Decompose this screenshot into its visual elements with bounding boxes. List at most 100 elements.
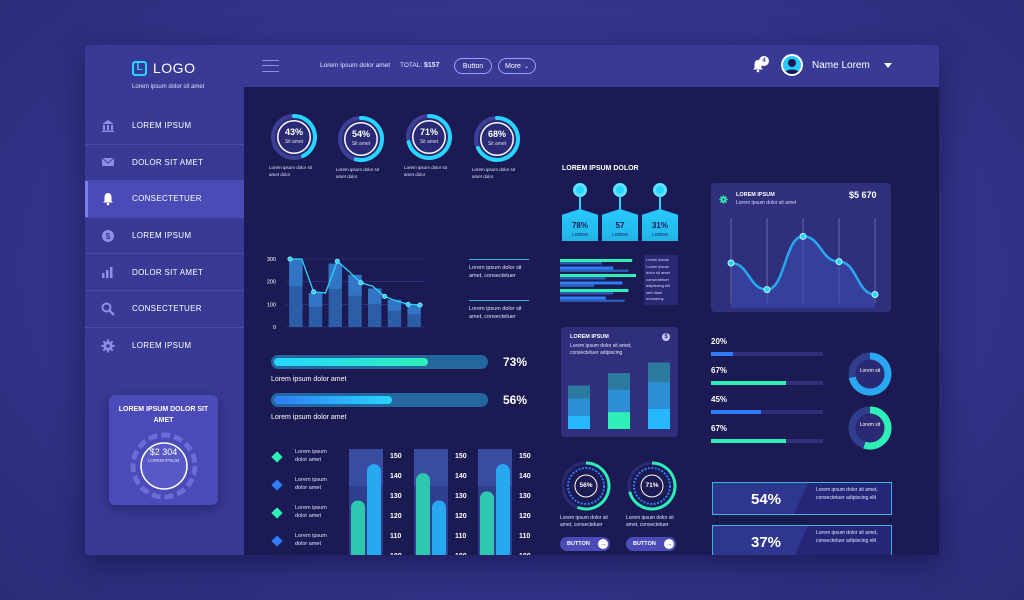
tag-label: LOREM	[651, 232, 668, 237]
column-bar	[367, 464, 381, 555]
mail-icon	[101, 155, 115, 169]
column-tick-label: 110	[455, 533, 466, 540]
gauge-card: 56% Lorem ipsum dolor sit amet, consectet…	[560, 460, 624, 555]
horizontal-bars-chart	[560, 259, 636, 302]
bank-icon	[101, 119, 115, 133]
column-tick-label: 150	[519, 453, 531, 460]
line-chart-title: LOREM IPSUM	[736, 192, 775, 198]
logo[interactable]: L LOGO	[132, 60, 195, 76]
user-menu-caret-icon[interactable]	[884, 63, 892, 68]
ring-chart	[848, 406, 892, 450]
legend-label: Lorem ipsum dolor amet	[295, 533, 327, 547]
hamburger-menu-icon[interactable]	[262, 60, 279, 72]
mini-bar-chart	[568, 362, 670, 429]
column-tick-label: 140	[455, 473, 467, 480]
mini-panel-title: LOREM IPSUM	[570, 334, 609, 340]
ring-card: Lorem sit	[847, 351, 893, 397]
gauge-pct: 71%	[645, 482, 659, 489]
donut-label: Sit amet	[487, 141, 507, 147]
gauge-button[interactable]: BUTTON →	[626, 537, 676, 551]
promo-ring	[130, 432, 198, 500]
sidebar-nav: LOREM IPSUM DOLOR SIT AMET CONSECTETUER …	[85, 108, 244, 364]
logo-icon: L	[132, 60, 147, 76]
donut-card[interactable]: 43% Sit amet Lorem ipsum dolor sit amet do…	[269, 112, 331, 182]
main-content: 43% Sit amet Lorem ipsum dolor sit amet do…	[244, 87, 939, 555]
gauge-button[interactable]: BUTTON →	[560, 537, 610, 551]
donut-caption: Lorem ipsum dolor sit amet dolor	[336, 167, 380, 179]
mini-bar-base	[648, 409, 670, 429]
donut-chart	[338, 116, 384, 162]
donut-caption: Lorem ipsum dolor sit amet dolor	[269, 165, 313, 177]
line-point	[417, 302, 423, 308]
sidebar: L LOGO Lorem ipsum dolor sit amet LOREM …	[85, 45, 244, 555]
tag-stem	[579, 197, 581, 211]
y-tick-label: 200	[267, 280, 276, 286]
column-bar	[432, 500, 446, 555]
tag-value: 31%	[651, 221, 668, 230]
donut-card[interactable]: 71% Sit amet Lorem ipsum dolor sit amet do…	[404, 112, 466, 182]
pct-label: 67%	[711, 366, 728, 375]
column-bar	[351, 500, 365, 555]
tags-side-text: Lorem ipsum Lorem ipsum dolor sit amet c…	[644, 255, 678, 305]
topbar-button[interactable]: Button	[454, 58, 492, 74]
sidebar-item-1[interactable]: LOREM IPSUM	[85, 108, 244, 145]
user-name[interactable]: Name Lorem	[812, 60, 870, 71]
bar-highlight	[328, 263, 342, 289]
donut-pct: 43%	[284, 127, 303, 137]
column-tick-label: 100	[390, 553, 402, 555]
sidebar-item-6[interactable]: CONSECTETUER	[85, 291, 244, 328]
stat-pct: 54%	[751, 491, 782, 508]
button-label: BUTTON	[567, 541, 590, 547]
donut-card[interactable]: 54% Sit amet Lorem ipsum dolor sit amet do…	[336, 114, 398, 184]
line-point	[799, 232, 807, 240]
hbar-sub	[560, 284, 595, 287]
sidebar-item-7[interactable]: LOREM IPSUM	[85, 328, 244, 365]
dollar-icon: $	[101, 229, 115, 243]
mini-bar-base	[608, 412, 630, 429]
tag-body	[562, 209, 598, 241]
tag-card[interactable]: 57 LOREM	[602, 183, 638, 245]
sidebar-item-5[interactable]: DOLOR SIT AMET	[85, 254, 244, 291]
line-point	[382, 293, 388, 299]
gauge-chart	[561, 461, 611, 511]
settings-gear-icon[interactable]	[719, 191, 728, 204]
progress-track-2	[271, 393, 488, 407]
tag-stem	[619, 197, 621, 211]
sidebar-item-label: LOREM IPSUM	[132, 341, 192, 351]
avatar[interactable]	[781, 54, 803, 76]
topbar-total: TOTAL: $157	[400, 62, 440, 69]
legend-item: Lorem ipsum dolor amet	[271, 532, 333, 552]
column-tick-label: 130	[519, 493, 531, 500]
tag-card[interactable]: 31% LOREM	[642, 183, 678, 245]
sidebar-item-3[interactable]: CONSECTETUER	[85, 181, 244, 218]
donut-pct: 68%	[487, 129, 506, 139]
dollar-icon[interactable]: $	[662, 333, 670, 341]
mini-bar-top	[568, 385, 590, 399]
pct-track	[711, 410, 823, 414]
tag-value: 57	[615, 221, 625, 230]
y-tick-label: 100	[267, 302, 276, 308]
sidebar-item-4[interactable]: $ LOREM IPSUM	[85, 218, 244, 255]
hbar	[560, 281, 623, 285]
mini-panel-subtitle: Lorem ipsum dolor sit amet, consectetuer…	[570, 343, 632, 356]
column-tick-label: 150	[390, 453, 402, 460]
gauge-chart	[627, 461, 677, 511]
donut-card[interactable]: 68% Sit amet Lorem ipsum dolor sit amet do…	[472, 114, 534, 184]
y-tick-label: 300	[267, 257, 276, 263]
more-dropdown[interactable]: More ⌄	[498, 58, 536, 74]
sidebar-item-2[interactable]: DOLOR SIT AMET	[85, 145, 244, 182]
grouped-column-chart: 150 140 130 120 110 100 150 140 130 120 110 100 150 1…	[349, 449, 531, 555]
trend-line	[290, 258, 421, 306]
pct-fill	[711, 352, 734, 356]
line-point	[405, 301, 411, 307]
line-chart-value: $5 670	[849, 190, 877, 200]
mini-bar-top	[648, 362, 670, 383]
hbar-sub	[560, 269, 629, 272]
progress-label-1: Lorem ipsum dolor amet	[271, 376, 347, 383]
promo-card[interactable]: LOREM IPSUM DOLOR SIT AMET $2 304 LOREM …	[109, 395, 218, 505]
donut-chart	[474, 116, 520, 162]
tag-card[interactable]: 78% LOREM	[562, 183, 598, 245]
column-bar	[496, 464, 510, 555]
gauge-card: 71% Lorem ipsum dolor sit amet, consectet…	[626, 460, 690, 555]
tag-body	[642, 209, 678, 241]
